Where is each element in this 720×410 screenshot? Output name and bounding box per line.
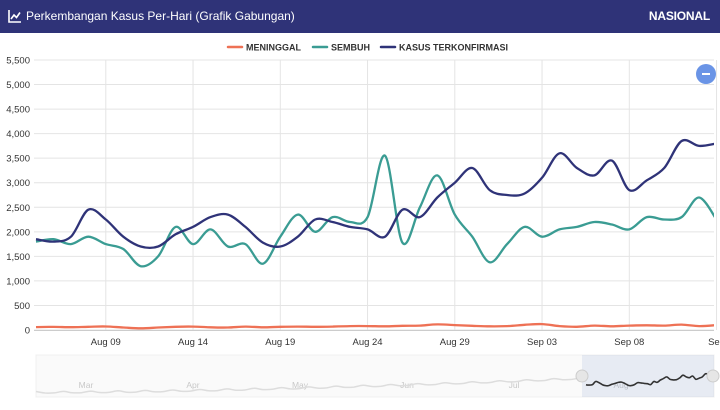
x-tick-label: Sep [708,337,720,348]
navigator-selection[interactable] [582,355,714,397]
x-axis: Aug 09 Aug 14 Aug 19 Aug 24 Aug 29 Sep 03 Sep … [34,330,720,348]
x-tick-label: Aug 14 [178,337,208,348]
navigator-month-label: Apr [186,380,199,390]
series-line-sembuh [35,154,714,268]
navigator-month-label: May [292,380,309,390]
region-badge[interactable]: NASIONAL [648,9,710,23]
grid-lines [34,59,718,331]
minus-icon [702,73,710,75]
y-axis: 0 500 1,000 1,500 2,000 2,500 3,000 3,500 4,000 4… [6,56,30,337]
navigator-selected-line [585,372,713,387]
legend[interactable]: MENINGGAL SEMBUH KASUS TERKONFIRMASI [226,43,508,53]
chart-title: Perkembangan Kasus Per-Hari (Grafik Gabu… [26,9,295,23]
navigator-month-label: Mar [79,380,94,390]
navigator-handle-right[interactable] [706,369,720,383]
y-tick-label: 1,000 [6,276,30,287]
navigator-month-label: Aug [613,380,628,390]
x-tick-label: Aug 09 [91,337,121,348]
y-tick-label: 3,500 [6,154,30,165]
legend-item[interactable]: MENINGGAL [226,43,302,53]
range-navigator[interactable]: MarAprMayJunJulAug [35,354,720,398]
x-tick-label: Sep 03 [527,337,557,348]
zoom-out-button[interactable] [696,64,716,84]
legend-label: KASUS TERKONFIRMASI [399,43,508,53]
legend-label: SEMBUH [331,43,370,53]
x-tick-label: Aug 19 [265,337,295,348]
legend-item[interactable]: KASUS TERKONFIRMASI [379,43,508,53]
y-tick-label: 500 [14,301,30,312]
y-tick-label: 2,000 [6,227,30,238]
line-chart-icon [8,10,21,23]
y-tick-label: 5,500 [6,56,30,67]
chart-header: Perkembangan Kasus Per-Hari (Grafik Gabu… [0,0,720,33]
y-tick-label: 0 [25,326,30,337]
legend-label: MENINGGAL [246,43,302,53]
navigator-overview-line [35,376,582,394]
y-tick-label: 1,500 [6,252,30,263]
x-tick-label: Aug 29 [440,337,470,348]
x-tick-label: Aug 24 [352,337,382,348]
y-tick-label: 3,000 [6,178,30,189]
legend-item[interactable]: SEMBUH [311,43,370,53]
series-line-meninggal [35,322,714,330]
y-tick-label: 2,500 [6,203,30,214]
navigator-track [35,354,715,398]
y-tick-label: 4,500 [6,105,30,116]
y-tick-label: 4,000 [6,129,30,140]
series-line-kasus-terkonfirmasi [35,138,714,250]
navigator-month-label: Jul [509,380,520,390]
y-tick-label: 5,000 [6,80,30,91]
x-tick-label: Sep 08 [614,337,644,348]
series-lines [35,138,714,330]
navigator-handle-left[interactable] [575,369,589,383]
combined-line-chart: MENINGGAL SEMBUH KASUS TERKONFIRMASI 0 500 1… [6,43,720,398]
